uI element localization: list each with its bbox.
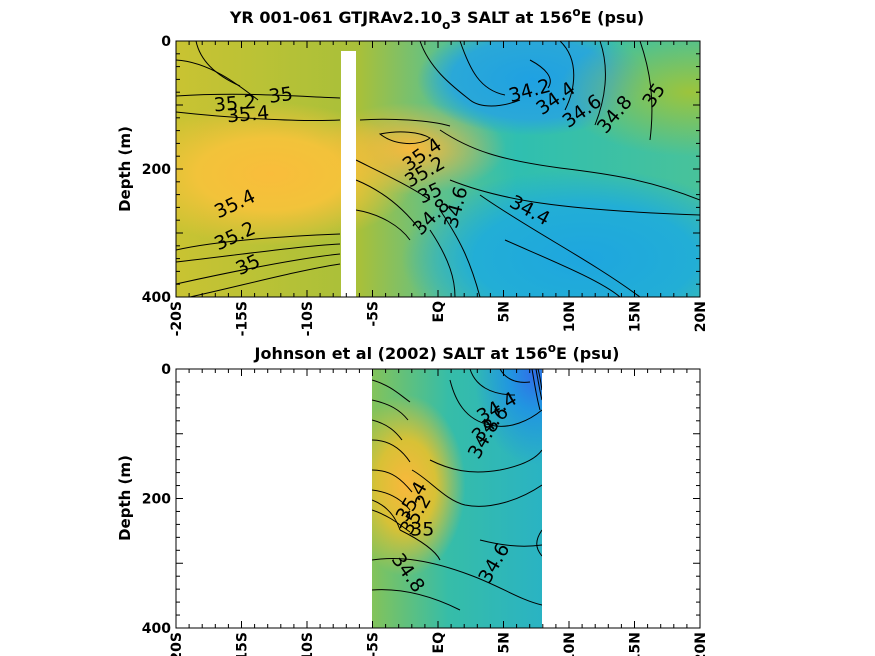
bottom-title-sup: o <box>548 341 556 355</box>
top-xtick-label: -10S <box>300 301 316 336</box>
top-xtick-label: 20N <box>693 301 709 332</box>
top-xtick-label: -5S <box>366 301 382 327</box>
bottom-xtick-label: 20N <box>693 632 709 656</box>
bottom-ticks: -20S -15S -10S -5S EQ 5N 10N 15N 20N 0 200 400 <box>142 362 709 656</box>
bottom-xtick-label: 5N <box>497 632 513 653</box>
bottom-ylabel: Depth (m) <box>116 455 134 541</box>
top-contour-label: 35.4 <box>226 102 270 128</box>
bottom-ytick-label: 200 <box>142 492 171 508</box>
bottom-title-main: Johnson et al (2002) SALT at 156 <box>254 344 548 363</box>
bottom-ytick-label: 0 <box>161 362 171 378</box>
bottom-xtick-label: 10N <box>562 632 578 656</box>
top-ytick-label: 0 <box>161 34 171 50</box>
top-field: 3535.235.435.435.23534.834.635.435.23534… <box>176 41 700 297</box>
top-title-sub: o <box>442 18 450 32</box>
top-panel: YR 001-061 GTJRAv2.10o3 SALT at 156oE (p… <box>116 5 709 336</box>
top-title: YR 001-061 GTJRAv2.10o3 SALT at 156oE (p… <box>229 5 644 32</box>
top-contour-lines <box>176 41 700 297</box>
bottom-xtick-label: -10S <box>300 632 316 656</box>
top-title-sup: o <box>572 5 580 19</box>
top-xtick-label: 15N <box>628 301 644 332</box>
bottom-ytick-label: 400 <box>142 621 171 637</box>
bottom-title-end: E (psu) <box>556 344 620 363</box>
top-xtick-label: EQ <box>431 301 447 323</box>
top-title-end: E (psu) <box>581 8 645 27</box>
top-xtick-label: -20S <box>169 301 185 336</box>
bottom-xtick-label: 15N <box>628 632 644 656</box>
top-ytick-label: 400 <box>142 290 171 306</box>
top-contour-label: 35 <box>267 83 294 108</box>
top-ylabel: Depth (m) <box>116 126 134 212</box>
top-gap-band <box>341 51 356 297</box>
bottom-title: Johnson et al (2002) SALT at 156oE (psu) <box>254 341 620 363</box>
top-xtick-label: 5N <box>497 301 513 322</box>
bottom-xtick-label: -15S <box>235 632 251 656</box>
top-contour-label: 35.2 <box>213 91 257 117</box>
bottom-contour-label: 35 <box>410 519 434 541</box>
bottom-xtick-label: -5S <box>366 632 382 656</box>
top-title-tail: 3 SALT at 156 <box>450 8 572 27</box>
bottom-panel: Johnson et al (2002) SALT at 156oE (psu) <box>116 341 709 656</box>
top-ytick-label: 200 <box>142 162 171 178</box>
top-xtick-label: 10N <box>562 301 578 332</box>
bottom-xtick-label: -20S <box>169 632 185 656</box>
top-xtick-label: -15S <box>235 301 251 336</box>
top-title-main: YR 001-061 GTJRAv2.10 <box>229 8 442 27</box>
bottom-contour-lines <box>372 369 542 611</box>
bottom-xtick-label: EQ <box>431 632 447 654</box>
top-ticks: -20S -15S -10S -5S EQ 5N 10N 15N 20N 0 200 400 <box>142 34 709 336</box>
